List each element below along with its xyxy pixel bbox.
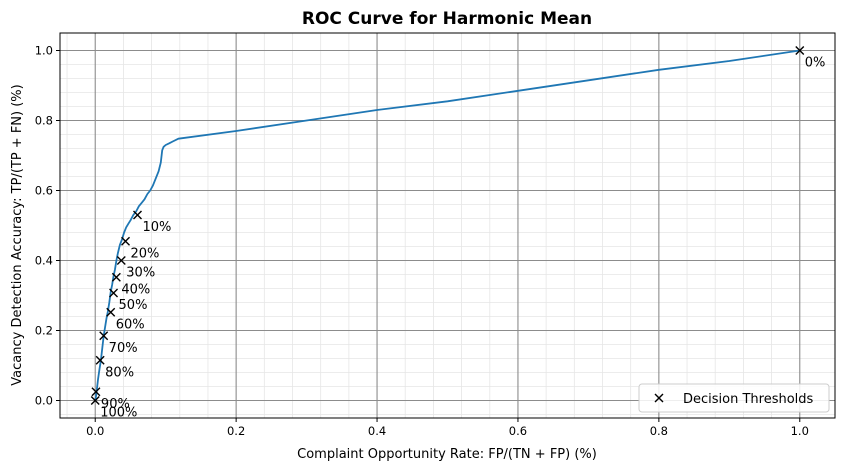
threshold-marker <box>795 46 805 55</box>
threshold-marker <box>99 331 109 341</box>
threshold-marker <box>109 288 119 298</box>
y-tick-label: 1.0 <box>35 44 53 58</box>
threshold-labels: 0% 10% 20% 30%40%50% 60% 70% 80% 90%100% <box>100 56 825 421</box>
threshold-label: 10% <box>143 220 172 235</box>
roc-curve-layer <box>94 49 800 401</box>
x-tick-label: 0.8 <box>650 424 668 438</box>
threshold-label: 50% <box>119 298 148 313</box>
axis-ticks: 0.0 0.2 0.4 0.6 0.8 1.0 0.0 0.2 0.4 0.6 0.8 1.0 <box>35 44 809 439</box>
threshold-marker <box>91 387 101 397</box>
y-tick-label: 0.2 <box>35 324 53 338</box>
threshold-label: 0% <box>805 56 826 71</box>
roc-curve-line <box>94 49 800 401</box>
y-tick-label: 0.8 <box>35 114 53 128</box>
threshold-label: 100% <box>100 406 137 421</box>
x-tick-label: 1.0 <box>791 424 809 438</box>
plot-frame <box>59 32 836 419</box>
y-tick-label: 0.4 <box>35 254 53 268</box>
legend-label: Decision Thresholds <box>683 392 814 407</box>
x-tick-label: 0.0 <box>86 424 104 438</box>
legend-marker-x-icon <box>654 393 664 403</box>
threshold-label: 40% <box>121 282 150 297</box>
x-tick-label: 0.6 <box>509 424 527 438</box>
x-tick-label: 0.4 <box>368 424 386 438</box>
threshold-label: 30% <box>126 266 155 281</box>
threshold-label: 20% <box>131 246 160 261</box>
threshold-marker <box>133 210 142 220</box>
threshold-label: 90% <box>101 397 130 412</box>
threshold-label: 80% <box>105 365 134 380</box>
threshold-marker <box>106 307 116 317</box>
threshold-label: 70% <box>109 341 138 356</box>
y-tick-label: 0.6 <box>35 184 53 198</box>
legend: Decision Thresholds <box>638 383 830 413</box>
threshold-markers <box>90 46 805 405</box>
threshold-marker <box>121 236 131 246</box>
x-tick-label: 0.2 <box>227 424 245 438</box>
threshold-marker <box>95 355 105 365</box>
y-axis-label: Vacancy Detection Accuracy: TP/(TP + FN)… <box>10 84 25 385</box>
threshold-label: 60% <box>116 317 145 332</box>
y-tick-label: 0.0 <box>35 394 53 408</box>
threshold-marker <box>111 272 121 282</box>
threshold-marker <box>116 256 126 265</box>
legend-box <box>638 383 830 413</box>
x-axis-label: Complaint Opportunity Rate: FP/(TN + FP)… <box>297 447 597 462</box>
threshold-marker <box>90 396 100 405</box>
grid <box>60 33 835 418</box>
chart-title: ROC Curve for Harmonic Mean <box>302 9 592 29</box>
